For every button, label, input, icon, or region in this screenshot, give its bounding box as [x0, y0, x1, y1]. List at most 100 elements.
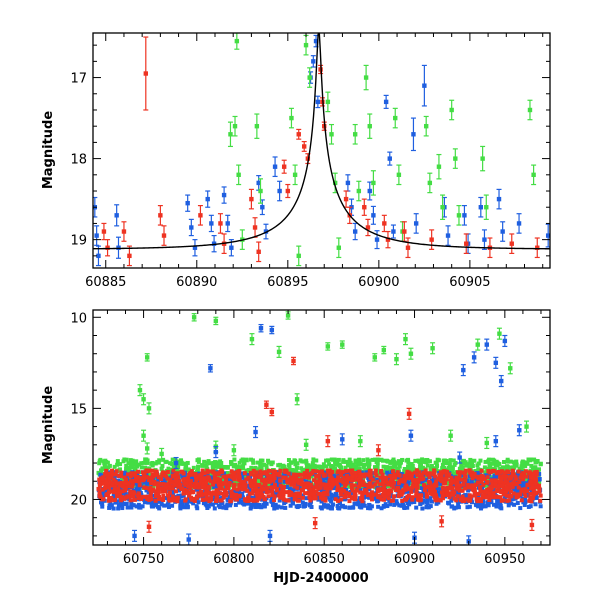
red-band-point: [344, 473, 349, 478]
red-data-point: [248, 188, 254, 210]
blue-band-point: [131, 503, 136, 508]
red-band-point: [190, 497, 195, 502]
red-band-point: [122, 480, 127, 485]
green-band-point: [106, 465, 111, 470]
red-band-point: [212, 491, 217, 496]
red-band-point: [217, 485, 222, 490]
red-band-point: [308, 482, 313, 487]
blue-band-point: [146, 500, 151, 505]
blue-band-point: [367, 502, 372, 507]
green-data-point: [137, 384, 143, 397]
green-band-point: [365, 457, 370, 462]
blue-band-point: [533, 502, 538, 507]
red-band-point: [353, 493, 358, 498]
red-band-point: [316, 491, 321, 496]
y-tick-label: 15: [70, 402, 87, 417]
red-band-point: [247, 491, 252, 496]
green-data-point: [141, 429, 147, 442]
red-band-point: [239, 479, 244, 484]
red-band-point: [388, 488, 393, 493]
red-band-point: [313, 479, 318, 484]
blue-band-point: [375, 498, 380, 503]
green-band-point: [128, 458, 133, 463]
blue-band-point: [486, 503, 491, 508]
red-band-point: [160, 472, 165, 477]
blue-band-point: [441, 474, 446, 479]
red-band-point: [399, 492, 404, 497]
full-panel-y-tick-labels: 10 15 20: [70, 311, 87, 508]
red-data-point: [534, 237, 540, 259]
green-band-point: [170, 457, 175, 462]
blue-band-point: [282, 472, 287, 477]
blue-band-point: [136, 502, 141, 507]
green-band-point: [307, 467, 312, 472]
blue-band-point: [107, 505, 112, 510]
red-band-point: [397, 490, 402, 495]
red-band-point: [233, 492, 238, 497]
blue-band-point: [163, 496, 168, 501]
green-band-point: [220, 464, 225, 469]
blue-band-point: [182, 505, 187, 510]
red-band-point: [396, 481, 401, 486]
red-band-point: [272, 472, 277, 477]
red-band-point: [509, 484, 514, 489]
green-band-point: [288, 460, 293, 465]
green-band-point: [478, 458, 483, 463]
red-band-point: [171, 468, 176, 473]
red-band-point: [197, 493, 202, 498]
red-band-point: [108, 498, 113, 503]
blue-band-point: [359, 470, 364, 475]
green-band-point: [183, 466, 188, 471]
red-band-point: [511, 491, 516, 496]
red-band-point: [374, 473, 379, 478]
green-band-point: [442, 461, 447, 466]
green-data-point: [258, 178, 264, 204]
red-band-point: [476, 496, 481, 501]
red-band-point: [501, 474, 506, 479]
red-band-point: [143, 485, 148, 490]
red-band-point: [290, 492, 295, 497]
red-band-point: [525, 483, 530, 488]
red-band-point: [470, 470, 475, 475]
green-band-point: [264, 463, 269, 468]
red-band-point: [498, 479, 503, 484]
red-band-point: [103, 472, 108, 477]
green-band-point: [354, 465, 359, 470]
green-band-point: [345, 463, 350, 468]
red-band-point: [349, 470, 354, 475]
blue-band-point: [465, 505, 470, 510]
green-band-point: [459, 462, 464, 467]
green-data-point: [144, 353, 150, 362]
green-band-point: [416, 458, 421, 463]
red-band-point: [128, 498, 133, 503]
green-band-point: [333, 461, 338, 466]
red-band-point: [386, 491, 391, 496]
red-band-point: [341, 475, 346, 480]
red-band-point: [215, 477, 220, 482]
red-band-point: [528, 495, 533, 500]
green-data-point: [357, 435, 363, 448]
green-band-point: [429, 467, 434, 472]
blue-data-point: [339, 433, 345, 446]
y-tick-label: 19: [70, 234, 87, 249]
green-band-point: [141, 460, 146, 465]
red-band-point: [496, 479, 501, 484]
green-data-point: [249, 333, 255, 346]
green-band-point: [533, 460, 538, 465]
red-data-point: [157, 205, 163, 226]
zoom-panel-ticks: [93, 33, 550, 268]
green-band-point: [120, 477, 125, 482]
red-band-point: [515, 494, 520, 499]
blue-band-point: [413, 496, 418, 501]
blue-band-point: [181, 493, 186, 498]
red-band-point: [118, 483, 123, 488]
red-band-point: [148, 475, 153, 480]
red-band-point: [467, 493, 472, 498]
red-band-point: [220, 481, 225, 486]
red-band-point: [367, 473, 372, 478]
red-band-point: [232, 477, 237, 482]
red-band-point: [229, 469, 234, 474]
red-band-point: [439, 474, 444, 479]
blue-band-point: [323, 504, 328, 509]
blue-data-point: [457, 451, 463, 464]
